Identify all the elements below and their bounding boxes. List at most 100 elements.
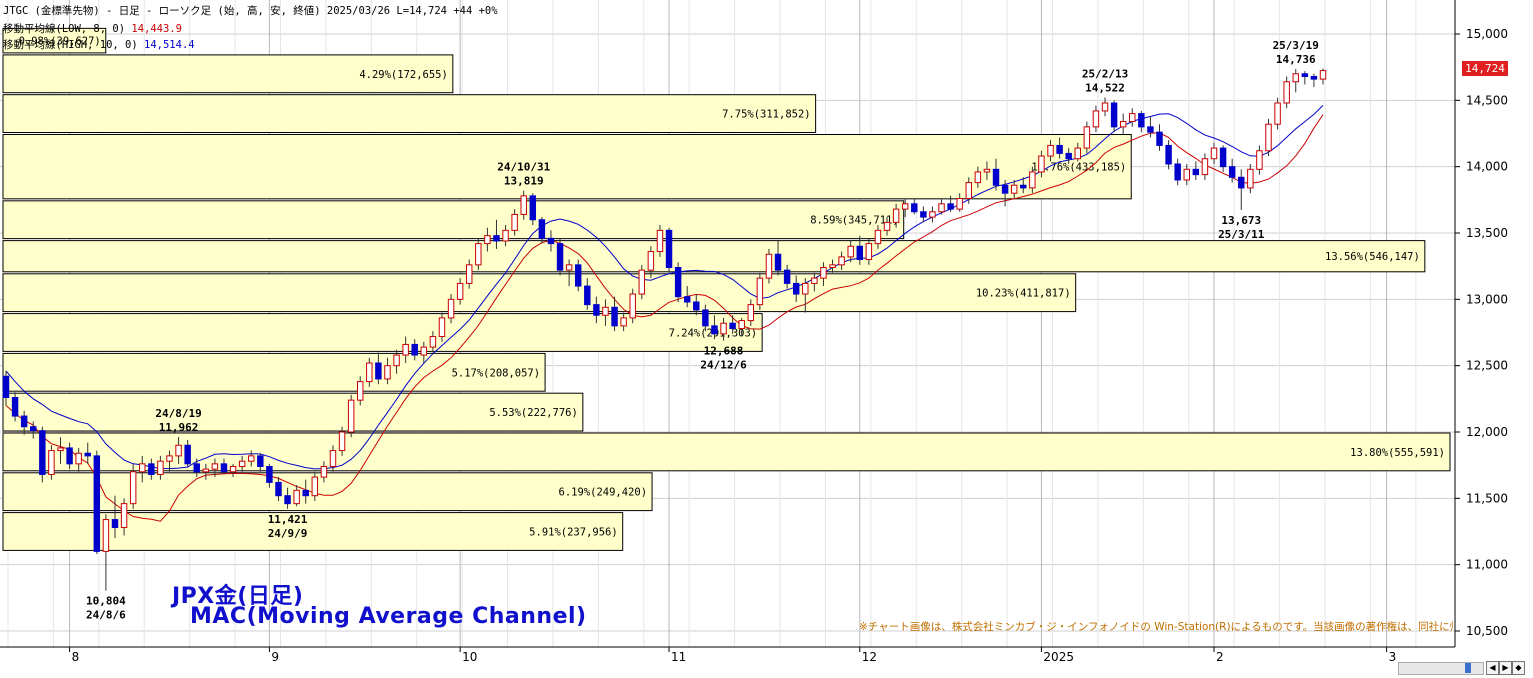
candle-up [1183,168,1190,181]
candle-down [584,285,591,306]
annotation-value: 10,804 [86,595,126,608]
candle-up [393,354,400,367]
candle-up [475,243,482,266]
x-tick-label: 2 [1216,650,1224,664]
candle-up [384,365,391,380]
fit-icon[interactable]: ◆ [1512,661,1525,675]
candle-up [157,460,164,475]
zoom-out-icon[interactable]: ◀ [1486,661,1499,675]
annotation-date: 24/10/31 [497,161,550,174]
candle-up [838,256,845,266]
candlesticks [2,68,1327,591]
y-tick-label: 11,500 [1466,491,1508,505]
candle-up [1074,147,1081,160]
candle-down [1301,73,1309,77]
candle-down [20,415,28,428]
candle-up [756,277,764,306]
candle-up [366,362,373,383]
candle-down [1192,168,1200,176]
candle-up [829,264,836,268]
candle-up [447,298,455,319]
candle-down [1219,147,1227,168]
chart-header-line: JTGC (金標準先物) - 日足 - ローソク足 (始, 高, 安, 終値) … [3,5,498,17]
candle-down [1001,184,1009,194]
volume-profile-label: 5.17%(208,057) [452,367,541,379]
candle-up [629,293,636,319]
candle-up [456,282,464,300]
candle-up [438,317,446,337]
chart-scrollbar-thumb[interactable] [1465,663,1471,673]
ma-low-line [5,114,1324,522]
candle-up [1274,102,1281,125]
candle-down [1138,113,1145,128]
candle-up [293,489,300,505]
candle-down [593,304,600,316]
candle-down [702,309,709,327]
volume-profile-label: 7.75%(311,852) [722,109,811,121]
zoom-in-icon[interactable]: ▶ [1499,661,1512,675]
candle-up [48,450,55,475]
y-tick-label: 14,000 [1466,160,1508,174]
candle-up [329,450,337,467]
candle-up [638,269,646,295]
volume-profile-label: 13.56%(546,147) [1325,251,1420,263]
candle-down [611,306,618,327]
candle-down [275,481,282,497]
candle-up [1047,144,1054,157]
candle-down [220,463,228,473]
y-tick-label: 15,000 [1466,27,1508,41]
candle-down [1110,102,1118,128]
annotation-date: 24/9/9 [268,527,308,540]
candle-up [1292,73,1299,83]
candle-down [529,195,537,221]
x-tick-label: 2025 [1043,650,1074,664]
volume-profile-label: 13.80%(555,591) [1350,447,1445,459]
candle-up [1319,70,1327,80]
candle-up [1083,126,1091,149]
x-tick-label: 3 [1389,650,1397,664]
candle-down [493,235,500,242]
chart-scrollbar[interactable] [1398,662,1484,675]
candle-down [556,243,564,271]
ma-low-label: 移動平均線(LOW, 8, 0) [3,23,126,35]
candle-up [357,381,364,401]
volume-profile-label: 6.19%(249,420) [559,487,648,499]
annotation-date: 24/8/19 [155,407,201,420]
volume-profile-bar [2,352,546,392]
candle-up [202,468,210,473]
candle-down [284,495,291,505]
candle-down [674,266,682,298]
candle-up [738,320,745,330]
annotation-date: 24/12/6 [700,359,747,372]
candle-up [347,399,355,433]
candle-up [956,198,963,210]
candle-up [120,503,128,529]
ma-high-legend: 移動平均線(HIGH, 10, 0) 14,514.4 [3,37,195,52]
candle-up [229,465,237,473]
volume-profile-label: 10.76%(433,185) [1031,162,1126,174]
candle-up [901,203,909,210]
candle-up [1010,184,1018,194]
volume-profile: 0.98%(39,627) 4.29%(172,655) 7.75%(311,852… [2,27,1451,551]
y-tick-label: 11,000 [1466,558,1508,572]
candle-down [266,465,273,483]
candle-up [175,444,182,457]
annotation-date: 24/8/6 [86,609,126,622]
x-tick-label: 9 [271,650,279,664]
candle-up [802,282,809,295]
candle-down [911,203,918,213]
volume-profile-label: 5.53%(222,776) [489,407,578,419]
candle-up [511,213,518,231]
candle-down [411,343,418,356]
candle-down [792,282,800,295]
candle-up [647,251,655,271]
y-tick-label: 12,500 [1466,359,1508,373]
volume-profile-bar [2,134,1132,200]
candle-down [574,264,582,287]
candle-down [11,397,19,417]
candle-down [1165,144,1172,165]
candle-down [39,430,46,475]
x-tick-label: 12 [862,650,877,664]
candle-up [420,346,428,356]
